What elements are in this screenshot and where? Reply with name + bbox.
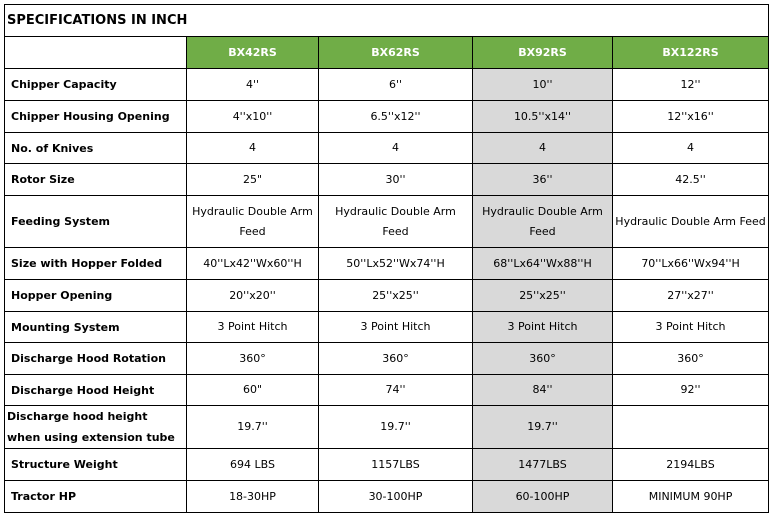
table-row: Rotor Size 25" 30'' 36'' 42.5''	[4, 163, 770, 196]
spec-value-cell: Hydraulic Double Arm Feed	[318, 195, 473, 248]
header-model: BX42RS	[186, 36, 319, 69]
spec-value-cell: 60"	[186, 374, 319, 406]
row-label: Chipper Capacity	[4, 68, 187, 101]
spec-value-cell: 25''x25''	[472, 279, 613, 312]
spec-value-cell	[611, 405, 770, 449]
spec-value-cell: 12''	[611, 68, 770, 101]
header-model: BX62RS	[318, 36, 473, 69]
spec-value-cell: 2194LBS	[611, 448, 770, 481]
spec-value-cell: 694 LBS	[186, 448, 319, 481]
spec-value-cell: 70''Lx66''Wx94''H	[611, 247, 770, 280]
table-row: Chipper Capacity 4'' 6'' 10'' 12''	[4, 68, 770, 101]
header-model: BX122RS	[611, 36, 770, 69]
spec-value-cell: 92''	[611, 374, 770, 406]
spec-value-cell: 30''	[318, 163, 473, 196]
spec-value-cell: 6.5''x12''	[318, 100, 473, 133]
spec-value-cell: 18-30HP	[186, 480, 319, 513]
table-title: SPECIFICATIONS IN INCH	[3, 4, 770, 37]
spec-value-cell: 3 Point Hitch	[611, 311, 770, 343]
spec-value-cell: 4	[611, 132, 770, 164]
spec-value-cell: 1477LBS	[472, 448, 613, 481]
spec-value-cell: 25''x25''	[318, 279, 473, 312]
spec-value-cell: 84''	[472, 374, 613, 406]
table-row: Size with Hopper Folded 40''Lx42''Wx60''H…	[4, 247, 770, 280]
spec-value-cell: MINIMUM 90HP	[611, 480, 770, 513]
row-label: Discharge Hood Rotation	[4, 342, 187, 375]
table-row: Chipper Housing Opening 4''x10'' 6.5''x12'…	[4, 100, 770, 133]
spec-value-cell: 60-100HP	[472, 480, 613, 513]
table-row: Hopper Opening 20''x20'' 25''x25'' 25''x25'…	[4, 279, 770, 312]
title-row: SPECIFICATIONS IN INCH	[3, 4, 770, 37]
row-label: Feeding System	[4, 195, 187, 248]
row-label: No. of Knives	[4, 132, 187, 164]
spec-value-cell: 360°	[186, 342, 319, 375]
table-row: No. of Knives 4 4 4 4	[4, 132, 770, 164]
spec-value-cell: 40''Lx42''Wx60''H	[186, 247, 319, 280]
header-row: BX42RS BX62RS BX92RS BX122RS	[4, 36, 770, 69]
row-label: Rotor Size	[4, 163, 187, 196]
spec-value-cell: 360°	[318, 342, 473, 375]
spec-value-cell: 19.7''	[472, 405, 613, 449]
spec-value-cell: 27''x27''	[611, 279, 770, 312]
row-label: Size with Hopper Folded	[4, 247, 187, 280]
spec-value-cell: 25"	[186, 163, 319, 196]
spec-value-cell: Hydraulic Double Arm Feed	[186, 195, 319, 248]
spec-value-cell: 12''x16''	[611, 100, 770, 133]
table-row: Feeding System Hydraulic Double Arm Feed H…	[4, 195, 770, 248]
spec-value-cell: 6''	[318, 68, 473, 101]
spec-value-cell: 20''x20''	[186, 279, 319, 312]
spec-value-cell: 42.5''	[611, 163, 770, 196]
spec-value-cell: 3 Point Hitch	[318, 311, 473, 343]
header-empty-cell	[4, 36, 187, 69]
row-label: Mounting System	[4, 311, 187, 343]
table-row: Discharge hood height when using extensi…	[4, 405, 770, 449]
table-row: Discharge Hood Rotation 360° 360° 360° 360°	[4, 342, 770, 375]
header-model: BX92RS	[472, 36, 613, 69]
spec-value-cell: 360°	[611, 342, 770, 375]
spec-value-cell: 19.7''	[186, 405, 319, 449]
row-label: Structure Weight	[4, 448, 187, 481]
specifications-table: SPECIFICATIONS IN INCH BX42RS BX62RS BX9…	[3, 4, 770, 513]
spec-value-cell: Hydraulic Double Arm Feed	[611, 195, 770, 248]
spec-value-cell: 4''	[186, 68, 319, 101]
spec-value-cell: 4	[472, 132, 613, 164]
spec-value-cell: 3 Point Hitch	[472, 311, 613, 343]
spec-value-cell: 360°	[472, 342, 613, 375]
spec-value-cell: Hydraulic Double Arm Feed	[472, 195, 613, 248]
table-row: Mounting System 3 Point Hitch 3 Point Hitc…	[4, 311, 770, 343]
spec-value-cell: 30-100HP	[318, 480, 473, 513]
spec-value-cell: 4''x10''	[186, 100, 319, 133]
row-label: Discharge hood height when using extensi…	[4, 405, 187, 449]
spec-value-cell: 36''	[472, 163, 613, 196]
spec-value-cell: 10.5''x14''	[472, 100, 613, 133]
spec-value-cell: 3 Point Hitch	[186, 311, 319, 343]
table-row: Tractor HP 18-30HP 30-100HP 60-100HP MINIMUM…	[4, 480, 770, 513]
spec-value-cell: 1157LBS	[318, 448, 473, 481]
row-label: Discharge Hood Height	[4, 374, 187, 406]
spec-value-cell: 4	[186, 132, 319, 164]
spec-value-cell: 68''Lx64''Wx88''H	[472, 247, 613, 280]
row-label: Chipper Housing Opening	[4, 100, 187, 133]
spec-value-cell: 10''	[472, 68, 613, 101]
row-label: Tractor HP	[4, 480, 187, 513]
spec-value-cell: 4	[318, 132, 473, 164]
spec-value-cell: 19.7''	[318, 405, 473, 449]
spec-value-cell: 74''	[318, 374, 473, 406]
table-row: Discharge Hood Height 60" 74'' 84'' 92''	[4, 374, 770, 406]
table-row: Structure Weight 694 LBS 1157LBS 1477LBS 219…	[4, 448, 770, 481]
row-label: Hopper Opening	[4, 279, 187, 312]
spec-value-cell: 50''Lx52''Wx74''H	[318, 247, 473, 280]
